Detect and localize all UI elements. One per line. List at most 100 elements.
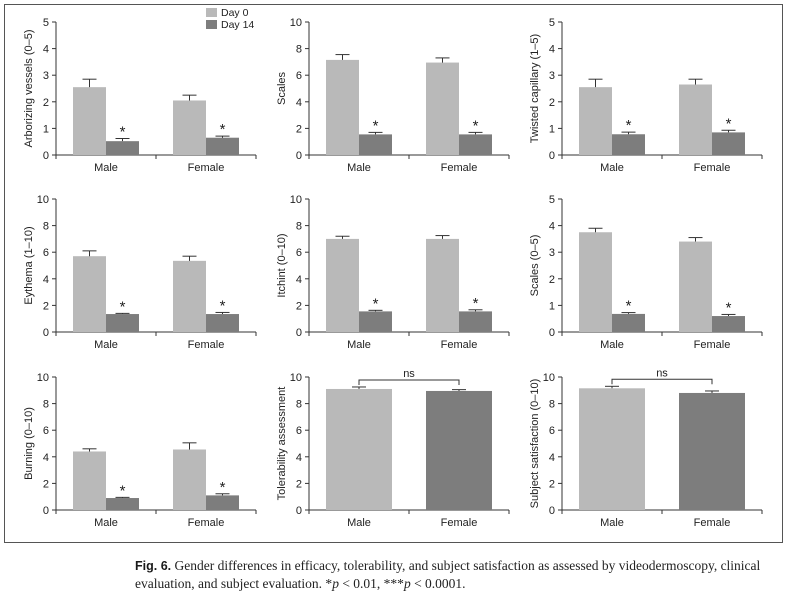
- y-tick-label: 3: [549, 70, 555, 82]
- significance-star: *: [220, 297, 226, 314]
- chart-panel-6: 0 1 2 3 4 5 Scales (0–5) Male Female * *: [529, 194, 763, 351]
- x-tick-label: Female: [441, 162, 478, 174]
- bar: [206, 314, 239, 332]
- significance-star: *: [473, 117, 479, 134]
- significance-star: *: [120, 298, 126, 315]
- bar: [679, 84, 712, 155]
- bar: [173, 100, 206, 155]
- legend-swatch: [206, 20, 217, 29]
- bar: [579, 388, 645, 510]
- bar: [73, 87, 106, 155]
- y-tick-label: 8: [296, 221, 302, 233]
- x-tick-label: Male: [347, 339, 371, 351]
- figure-caption: Fig. 6. Gender differences in efficacy, …: [135, 557, 775, 592]
- bar: [326, 59, 359, 155]
- bar: [106, 498, 139, 510]
- y-axis-label: Itchint (0–10): [276, 233, 288, 297]
- y-tick-label: 0: [296, 505, 302, 517]
- bar: [206, 137, 239, 155]
- y-tick-label: 8: [43, 399, 49, 411]
- y-tick-label: 10: [290, 17, 302, 29]
- y-tick-label: 4: [296, 274, 302, 286]
- x-tick-label: Female: [188, 339, 225, 351]
- bar: [426, 62, 459, 155]
- y-tick-label: 4: [43, 44, 49, 56]
- y-tick-label: 2: [549, 97, 555, 109]
- y-tick-label: 2: [43, 97, 49, 109]
- y-tick-label: 5: [549, 17, 555, 29]
- y-tick-label: 8: [43, 221, 49, 233]
- y-tick-label: 6: [296, 70, 302, 82]
- x-tick-label: Female: [188, 517, 225, 529]
- y-tick-label: 0: [549, 505, 555, 517]
- bar: [173, 260, 206, 332]
- y-tick-label: 10: [37, 372, 49, 384]
- significance-label: ns: [403, 368, 415, 380]
- bar: [426, 238, 459, 332]
- y-axis-label: Arborizing vessels (0–5): [23, 30, 35, 148]
- significance-bracket: [611, 378, 713, 385]
- bar: [579, 87, 612, 155]
- significance-star: *: [373, 295, 379, 312]
- y-tick-label: 4: [549, 452, 555, 464]
- y-tick-label: 1: [549, 300, 555, 312]
- bar: [612, 134, 645, 155]
- bar: [359, 134, 392, 155]
- chart-panel-5: 0 2 4 6 8 10 Itchint (0–10) Male Female * *: [276, 194, 510, 351]
- y-tick-label: 0: [43, 505, 49, 517]
- chart-panel-4: 0 2 4 6 8 10 Eythema (1–10) Male Female * *: [23, 194, 257, 351]
- y-tick-label: 2: [296, 300, 302, 312]
- y-tick-label: 10: [290, 194, 302, 206]
- y-tick-label: 5: [43, 17, 49, 29]
- y-axis-label: Subject satisfaction (0–10): [529, 379, 541, 509]
- significance-star: *: [626, 117, 632, 134]
- y-tick-label: 8: [549, 399, 555, 411]
- y-tick-label: 6: [43, 425, 49, 437]
- y-tick-label: 2: [296, 123, 302, 135]
- x-tick-label: Female: [441, 339, 478, 351]
- y-tick-label: 0: [43, 327, 49, 339]
- y-tick-label: 0: [549, 150, 555, 162]
- significance-star: *: [120, 124, 126, 141]
- y-tick-label: 10: [37, 194, 49, 206]
- x-tick-label: Female: [694, 339, 731, 351]
- chart-panel-1: 0 1 2 3 4 5 Arborizing vessels (0–5) Male Female…: [23, 7, 257, 174]
- significance-star: *: [373, 117, 379, 134]
- x-tick-label: Male: [347, 517, 371, 529]
- x-tick-label: Male: [600, 162, 624, 174]
- y-tick-label: 2: [549, 478, 555, 490]
- significance-star: *: [120, 482, 126, 499]
- significance-bracket: [358, 379, 460, 385]
- bar: [73, 256, 106, 332]
- y-axis-label: Scales (0–5): [529, 235, 541, 297]
- y-tick-label: 3: [549, 247, 555, 259]
- y-tick-label: 1: [43, 123, 49, 135]
- y-tick-label: 3: [43, 70, 49, 82]
- y-tick-label: 0: [296, 150, 302, 162]
- y-axis-label: Burning (0–10): [23, 407, 35, 480]
- bar: [326, 238, 359, 332]
- bar: [712, 316, 745, 332]
- y-tick-label: 2: [43, 478, 49, 490]
- y-tick-label: 0: [43, 150, 49, 162]
- y-axis-label: Twisted capillary (1–5): [529, 34, 541, 143]
- bar: [459, 134, 492, 155]
- y-tick-label: 4: [549, 44, 555, 56]
- bar: [579, 232, 612, 332]
- x-tick-label: Female: [441, 517, 478, 529]
- significance-star: *: [473, 295, 479, 312]
- y-axis-label: Scales: [276, 71, 288, 105]
- y-tick-label: 0: [549, 327, 555, 339]
- legend-label: Day 0: [221, 7, 249, 19]
- y-tick-label: 2: [549, 274, 555, 286]
- bar: [679, 241, 712, 332]
- y-tick-label: 4: [296, 97, 302, 109]
- y-tick-label: 4: [549, 221, 555, 233]
- figure-panels: 0 1 2 3 4 5 Arborizing vessels (0–5) Male Female…: [23, 7, 763, 529]
- bar: [73, 451, 106, 510]
- significance-star: *: [726, 115, 732, 132]
- x-tick-label: Female: [694, 517, 731, 529]
- y-tick-label: 5: [549, 194, 555, 206]
- y-tick-label: 10: [290, 372, 302, 384]
- bar: [106, 314, 139, 332]
